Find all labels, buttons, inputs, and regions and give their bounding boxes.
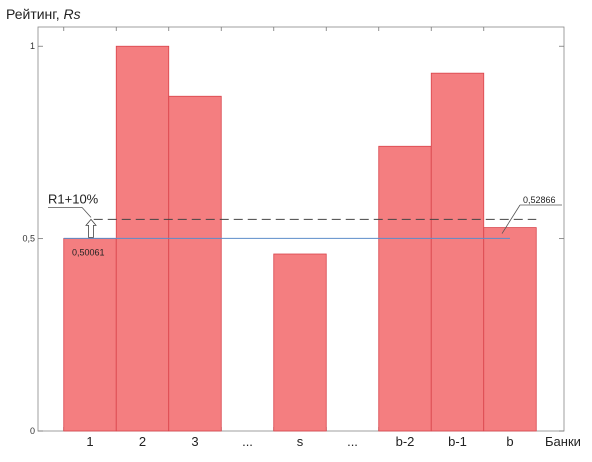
annotation-leader-line	[501, 204, 521, 234]
y-tick-label: 0	[30, 426, 35, 436]
x-tick-label: 1	[86, 434, 93, 449]
bar-3	[168, 95, 222, 432]
x-tick-label: 3	[191, 434, 198, 449]
x-axis-label: Банки	[545, 434, 581, 449]
y-axis-label: Рейтинг, Rs	[6, 6, 81, 22]
x-tick-label: s	[297, 434, 304, 449]
x-tick-label: b-1	[448, 434, 467, 449]
bar-1	[63, 237, 117, 432]
y-axis-label-italic: Rs	[63, 6, 80, 22]
annotation-last-bank: 0,52866	[523, 195, 556, 205]
x-tick-label: b	[506, 434, 513, 449]
bar-b-2	[378, 145, 432, 432]
annotation-first-bank: 0,50061	[72, 247, 105, 257]
bar-b-1	[430, 72, 485, 432]
bar-s	[273, 253, 327, 432]
y-tick-label: 0,5	[22, 234, 35, 244]
up-arrow-icon	[85, 218, 97, 238]
threshold-label-leader	[81, 207, 92, 218]
x-tick-label: 2	[139, 434, 146, 449]
x-tick-label: b-2	[396, 434, 415, 449]
x-tick-label: ...	[242, 434, 253, 449]
x-tick-label: ...	[347, 434, 358, 449]
y-tick-label: 1	[30, 41, 35, 51]
threshold-label: R1+10%	[48, 191, 99, 206]
y-axis-label-prefix: Рейтинг,	[6, 6, 63, 22]
bar-b	[483, 227, 537, 432]
